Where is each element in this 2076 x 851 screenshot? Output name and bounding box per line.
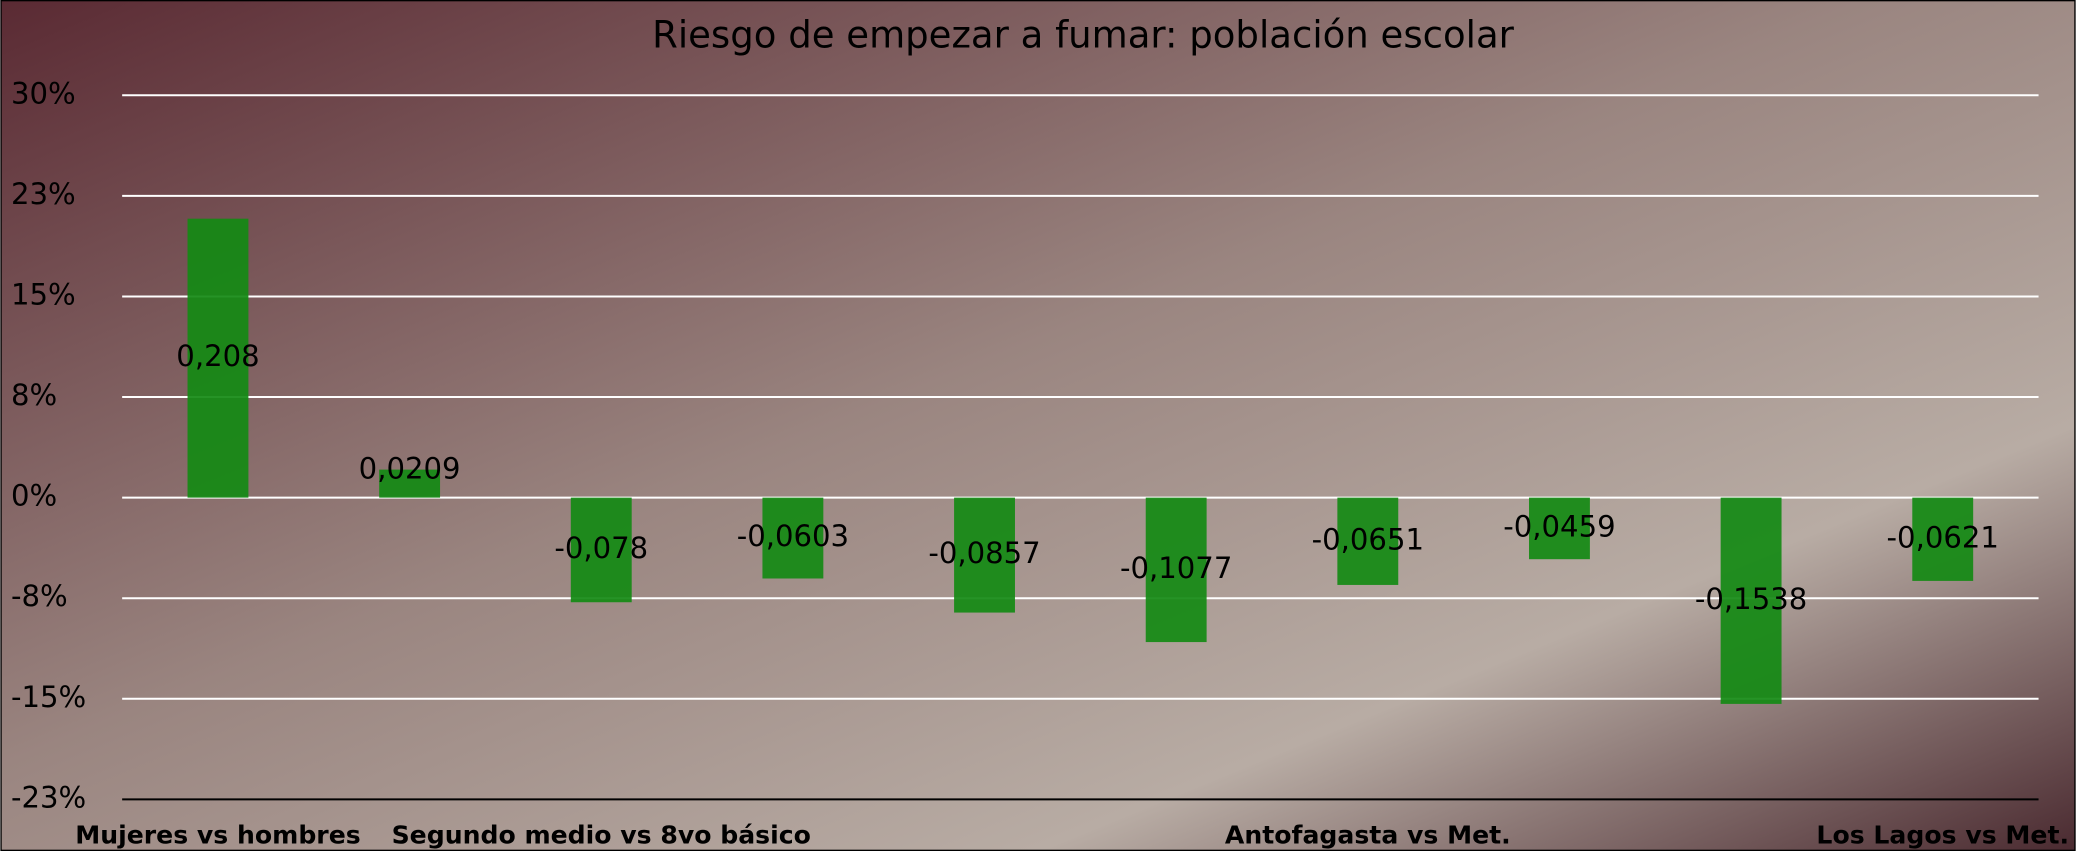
chart-title: Riesgo de empezar a fumar: población esc… [652,14,1515,57]
value-label: -0,1538 [1695,582,1807,616]
value-label: -0,0603 [737,519,849,553]
y-tick-label: -8% [11,579,68,613]
y-tick-label: 8% [11,378,57,412]
page: Riesgo de empezar a fumar: población esc… [0,0,2076,851]
x-tick-label: Segundo medio vs 8vo básico [392,820,811,849]
x-tick-label: Antofagasta vs Met. [1225,820,1511,849]
y-tick-label: -15% [11,680,86,714]
value-label: -0,0621 [1887,520,1999,554]
y-tick-label: 15% [11,277,76,311]
value-label: 0,208 [176,339,259,373]
value-label: -0,0651 [1312,522,1424,556]
value-label: 0,0209 [359,451,461,485]
y-tick-label: 23% [11,177,76,211]
x-tick-label: Los Lagos vs Met. [1816,820,2069,849]
value-label: -0,0459 [1503,509,1615,543]
y-tick-label: 0% [11,479,57,513]
value-label: -0,0857 [928,536,1040,570]
y-tick-label: -23% [11,780,86,814]
chart: Riesgo de empezar a fumar: población esc… [0,0,2076,851]
x-tick-label: Mujeres vs hombres [75,820,360,849]
y-tick-label: 30% [11,76,76,110]
value-label: -0,1077 [1120,551,1232,585]
background [0,0,2075,851]
value-label: -0,078 [554,531,648,565]
